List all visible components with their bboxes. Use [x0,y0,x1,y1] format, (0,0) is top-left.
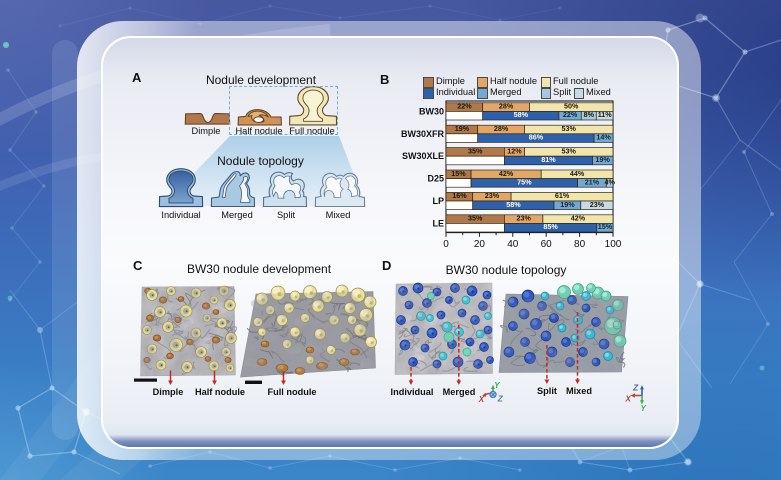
svg-text:100: 100 [605,239,622,250]
svg-text:X: X [478,395,485,404]
svg-text:19%: 19% [560,200,575,209]
svg-text:Z: Z [497,394,504,404]
svg-text:22%: 22% [563,110,578,119]
svg-text:BW30XFR: BW30XFR [401,129,445,139]
svg-text:0: 0 [443,239,449,250]
svg-text:4%: 4% [605,177,616,186]
svg-text:35%: 35% [468,214,483,223]
svg-text:86%: 86% [529,133,544,142]
svg-text:20: 20 [474,239,486,250]
svg-text:42%: 42% [499,169,514,178]
svg-text:58%: 58% [514,110,529,119]
svg-text:X: X [625,395,632,404]
svg-text:60: 60 [541,239,553,250]
svg-text:53%: 53% [562,124,577,133]
svg-text:42%: 42% [571,214,586,223]
svg-text:Z: Z [632,383,639,393]
svg-text:12%: 12% [507,146,522,155]
svg-text:8%: 8% [584,110,595,119]
svg-text:35%: 35% [468,146,483,155]
svg-text:22%: 22% [457,102,472,111]
svg-text:23%: 23% [590,200,605,209]
svg-text:58%: 58% [506,200,521,209]
svg-text:28%: 28% [499,102,514,111]
svg-text:53%: 53% [562,146,577,155]
svg-text:SW30XLE: SW30XLE [402,151,444,161]
svg-text:23%: 23% [485,191,500,200]
svg-text:40: 40 [507,239,519,250]
svg-text:19%: 19% [596,155,611,164]
svg-text:14%: 14% [596,133,611,142]
svg-text:Y: Y [494,381,500,390]
svg-text:LE: LE [432,218,444,228]
svg-text:81%: 81% [541,155,556,164]
svg-text:11%: 11% [598,110,613,119]
svg-text:Y: Y [641,404,647,413]
svg-text:28%: 28% [494,124,509,133]
svg-text:23%: 23% [517,214,532,223]
svg-text:50%: 50% [564,102,579,111]
svg-text:85%: 85% [543,222,558,231]
svg-text:16%: 16% [452,191,467,200]
svg-text:44%: 44% [570,169,585,178]
svg-text:D25: D25 [427,174,444,184]
svg-text:15%: 15% [598,222,613,231]
svg-text:LP: LP [432,196,444,206]
svg-text:75%: 75% [517,177,532,186]
svg-text:61%: 61% [555,191,570,200]
svg-text:BW30: BW30 [419,106,444,116]
svg-text:21%: 21% [585,177,600,186]
svg-text:80: 80 [574,239,586,250]
svg-text:19%: 19% [455,124,470,133]
svg-text:15%: 15% [451,169,466,178]
